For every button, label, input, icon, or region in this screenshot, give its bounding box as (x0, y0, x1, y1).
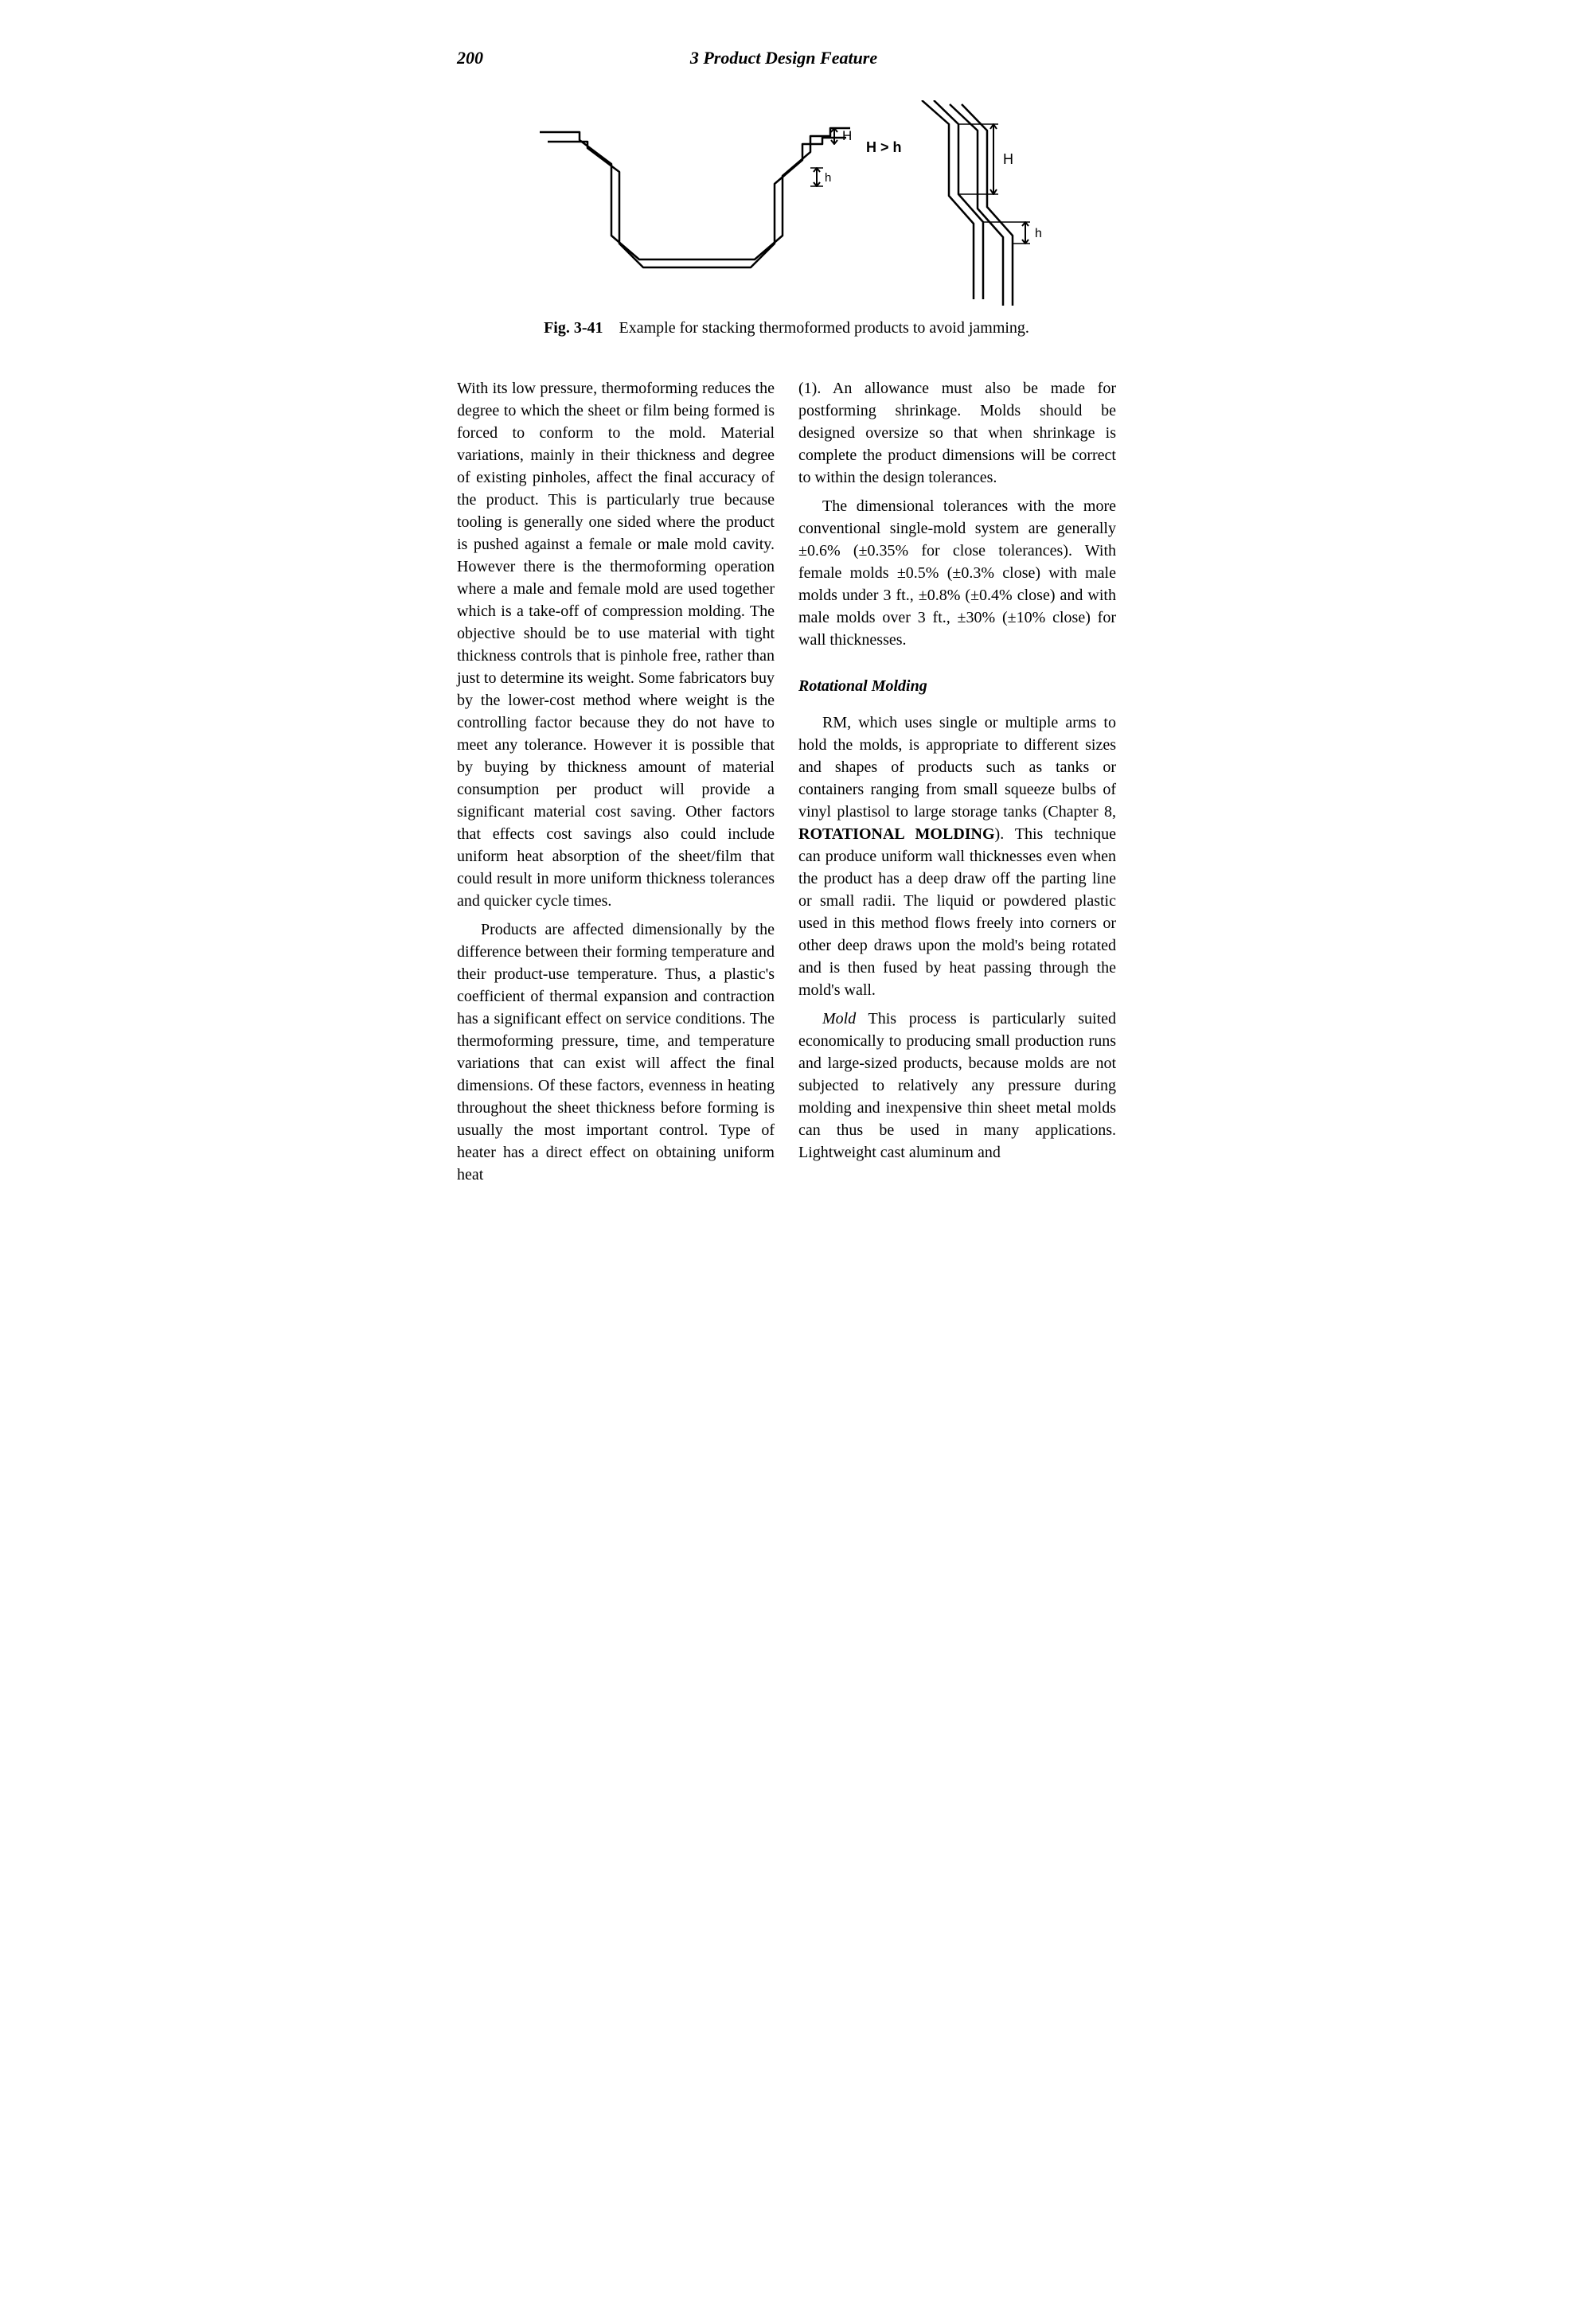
figure-diagram: H h H > h (516, 100, 1057, 307)
label-h-left: h (825, 171, 831, 185)
page: 200 3 Product Design Feature (393, 0, 1180, 1256)
para-c2-p3: RM, which uses single or multiple arms t… (798, 712, 1116, 1001)
page-number: 200 (457, 48, 483, 68)
page-header: 200 3 Product Design Feature (457, 48, 1116, 68)
label-h-right: h (1035, 227, 1042, 240)
column-left: With its low pressure, thermoforming red… (457, 377, 775, 1192)
label-H-right: H (1003, 151, 1013, 167)
para-c2-p4-text: This process is particularly suited econ… (798, 1010, 1116, 1161)
para-c2-p3a: RM, which uses single or multiple arms t… (798, 714, 1116, 821)
para-c1-p2: Products are affected dimensionally by t… (457, 918, 775, 1186)
run-in-mold: Mold (822, 1010, 856, 1027)
label-relation: H > h (866, 139, 902, 155)
figure-label: Fig. 3-41 (544, 319, 603, 337)
column-right: (1). An allowance must also be made for … (798, 377, 1116, 1192)
body-columns: With its low pressure, thermoforming red… (457, 377, 1116, 1192)
label-H-left: H (842, 128, 852, 143)
para-c1-p1: With its low pressure, thermoforming red… (457, 377, 775, 912)
para-c2-p3b: ). This technique can produce uniform wa… (798, 825, 1116, 999)
para-c2-p3-bold: ROTATIONAL MOLDING (798, 825, 995, 843)
heading-rotational-molding: Rotational Molding (798, 675, 1116, 697)
figure-caption: Fig. 3-41 Example for stacking thermofor… (457, 319, 1116, 337)
para-c2-p4: Mold This process is particularly suited… (798, 1008, 1116, 1164)
para-c2-p1: (1). An allowance must also be made for … (798, 377, 1116, 489)
figure-caption-text: Example for stacking thermoformed produc… (619, 319, 1029, 337)
figure-block: H h H > h (457, 100, 1116, 337)
chapter-title: 3 Product Design Feature (690, 48, 877, 68)
para-c2-p2: The dimensional tolerances with the more… (798, 495, 1116, 651)
